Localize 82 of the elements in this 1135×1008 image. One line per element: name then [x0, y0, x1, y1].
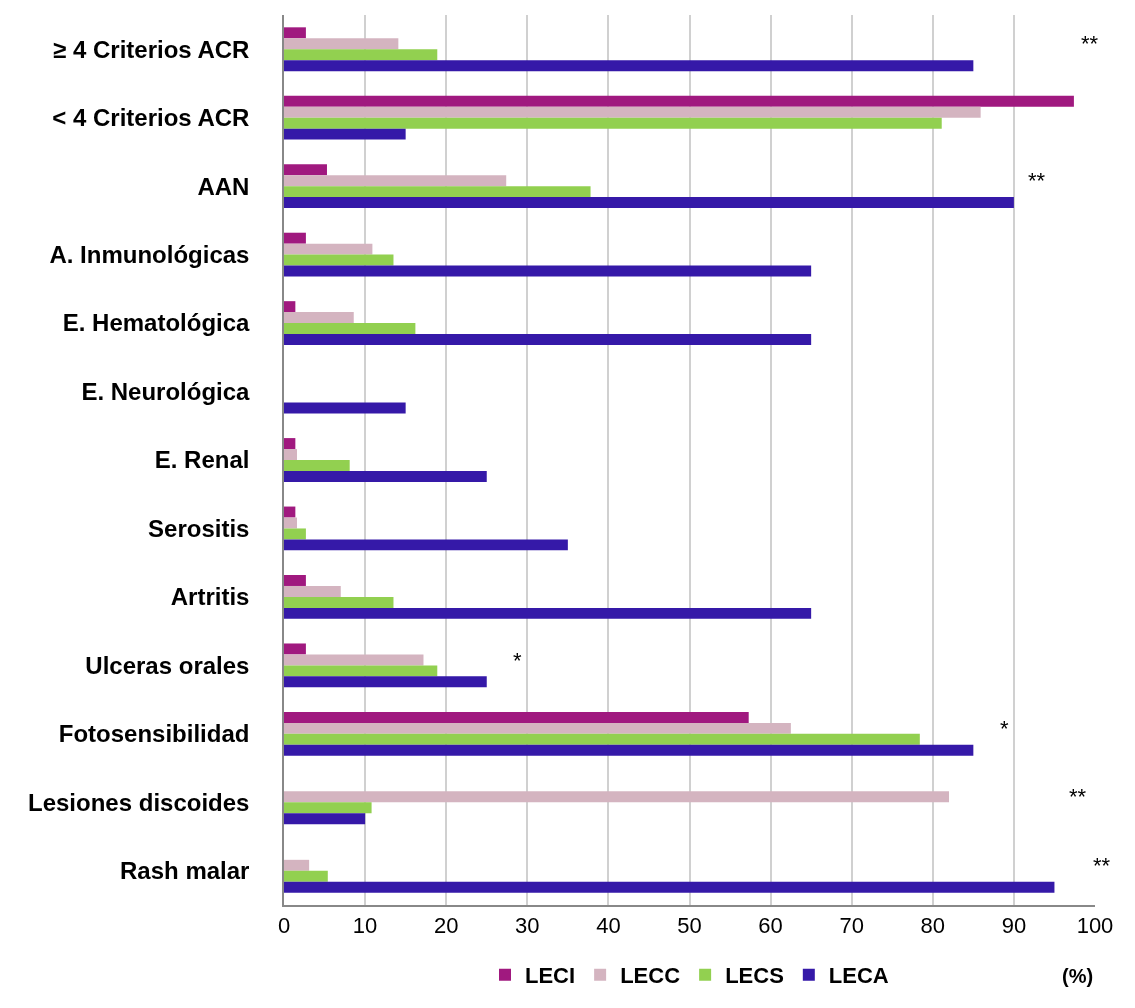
bar [284, 859, 310, 871]
legend-label: LECA [828, 963, 889, 989]
bar [284, 733, 920, 745]
bar [284, 60, 974, 72]
bar [284, 128, 406, 140]
bar [284, 254, 394, 266]
x-tick-label: 80 [920, 913, 946, 939]
bar [284, 722, 791, 734]
bar [284, 744, 974, 756]
bar [284, 197, 1014, 209]
bar [284, 312, 354, 324]
y-tick-label: Ulceras orales [85, 651, 250, 679]
bar [284, 711, 749, 723]
bar [284, 232, 306, 244]
y-tick-label: Lesiones discoides [28, 788, 250, 816]
y-tick-label: Serositis [148, 514, 250, 542]
x-tick-label: 10 [352, 913, 378, 939]
y-tick-label: AAN [197, 172, 250, 200]
bar [284, 438, 296, 450]
bar [284, 117, 942, 129]
x-tick-label: 40 [596, 913, 621, 939]
y-tick-label: E. Neurológica [81, 377, 251, 405]
y-tick-label: < 4 Criterios ACR [52, 104, 250, 132]
bar [284, 596, 394, 608]
x-tick-label: 50 [677, 913, 702, 939]
bar [284, 607, 812, 619]
legend-label: LECC [620, 963, 681, 989]
bar [284, 881, 1055, 893]
bar [284, 95, 1074, 107]
bar [284, 323, 416, 335]
x-tick-label: 90 [1001, 913, 1027, 939]
x-tick-label: 20 [433, 913, 459, 939]
bar [284, 38, 399, 50]
bar [284, 470, 487, 482]
y-tick-label: A. Inmunológicas [49, 241, 250, 269]
legend-label: LECS [725, 963, 784, 989]
bar [284, 49, 438, 61]
y-tick-label: ≥ 4 Criterios ACR [53, 35, 250, 63]
y-tick-label: E. Renal [154, 446, 250, 474]
bar [284, 334, 812, 345]
bar [284, 402, 406, 414]
bar [284, 813, 366, 825]
annotation: * [1000, 716, 1009, 741]
bar [284, 528, 306, 540]
y-tick-label: Rash malar [120, 857, 250, 885]
bar [284, 243, 373, 255]
bar [284, 27, 306, 39]
bar [284, 665, 438, 677]
bar [284, 265, 812, 277]
bar [284, 164, 327, 176]
bar [284, 175, 507, 187]
bar [284, 643, 306, 655]
bar [284, 791, 950, 803]
y-tick-label: E. Hematológica [62, 309, 251, 337]
bar [284, 301, 296, 313]
bar [284, 517, 297, 529]
bar [284, 870, 328, 882]
text: (%) [1062, 965, 1094, 987]
bar [284, 676, 487, 688]
bar [284, 802, 372, 814]
bar [284, 186, 591, 198]
y-tick-label: Artritis [170, 583, 250, 611]
bar [284, 654, 424, 666]
bar [284, 585, 341, 597]
x-tick-label: 60 [758, 913, 783, 939]
bar [284, 506, 296, 518]
annotation: ** [1081, 31, 1099, 56]
x-tick-label: 0 [277, 913, 291, 939]
annotation: ** [1028, 168, 1046, 193]
legend-label: LECI [525, 963, 576, 989]
bar [284, 449, 297, 460]
annotation: * [513, 648, 522, 673]
bar [284, 106, 981, 118]
bar [284, 539, 568, 551]
annotation: ** [1069, 784, 1087, 809]
bar [284, 460, 350, 471]
x-tick-label: 100 [1076, 913, 1114, 939]
y-tick-label: Fotosensibilidad [58, 720, 250, 748]
annotation: ** [1093, 853, 1111, 878]
x-tick-label: 30 [515, 913, 540, 939]
x-tick-label: 70 [839, 913, 864, 939]
bar [284, 575, 306, 586]
